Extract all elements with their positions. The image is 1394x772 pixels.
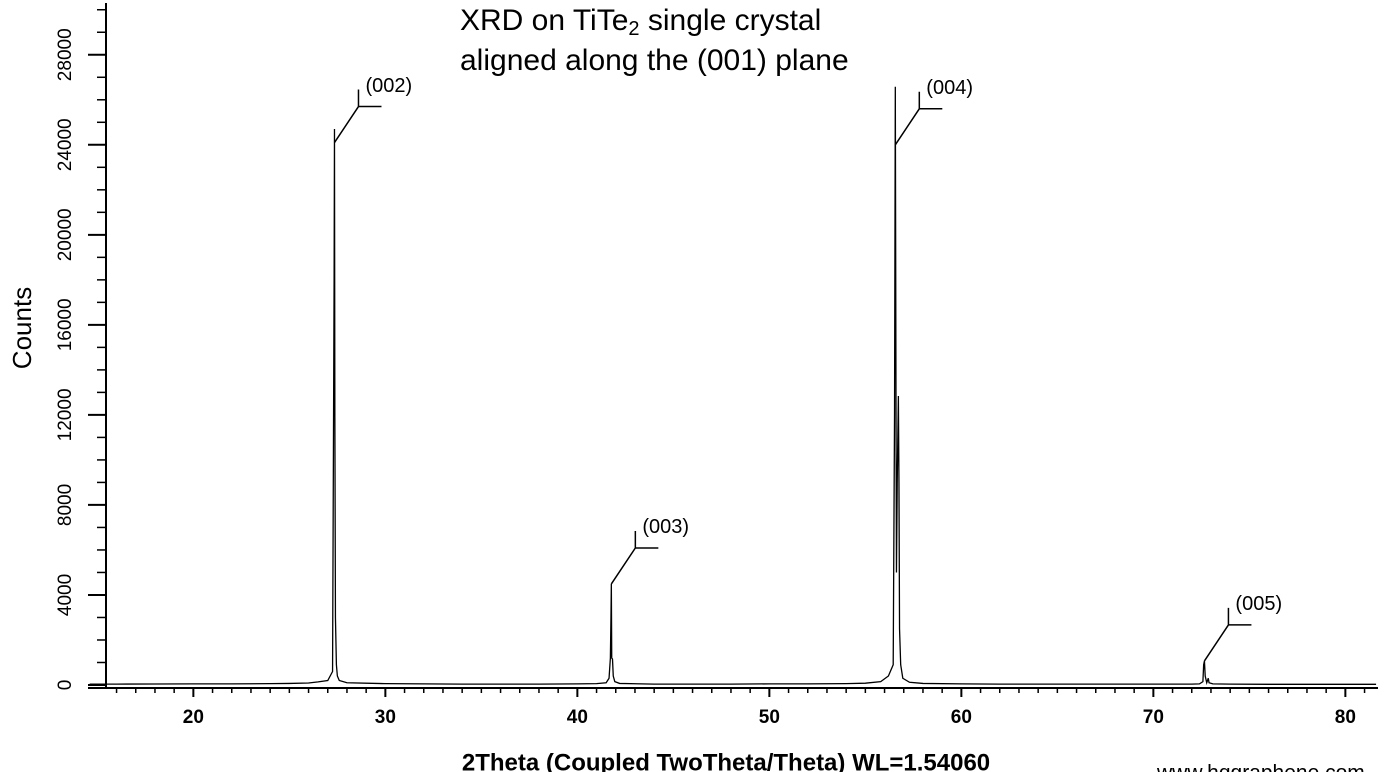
title-text: XRD on TiTe xyxy=(460,4,628,37)
y-tick-label: 4000 xyxy=(55,574,76,616)
y-tick-label: 20000 xyxy=(55,208,76,261)
annotation-leader xyxy=(333,89,382,143)
x-tick-label: 30 xyxy=(375,707,396,728)
annotation-leader xyxy=(610,530,659,585)
chart-title: XRD on TiTe2 single crystal xyxy=(460,4,821,40)
annotation-leader xyxy=(894,91,943,146)
y-tick-label: 16000 xyxy=(55,298,76,351)
chart-title: aligned along the (001) plane xyxy=(460,44,849,77)
y-axis-label: Counts xyxy=(7,287,37,369)
y-tick-label: 8000 xyxy=(55,484,76,526)
x-tick-label: 50 xyxy=(759,707,780,728)
title-subscript: 2 xyxy=(628,18,639,40)
x-tick-label: 80 xyxy=(1335,707,1356,728)
data-line xyxy=(89,86,1377,686)
y-tick-label: 0 xyxy=(55,680,76,691)
annotation-label: (003) xyxy=(642,516,689,538)
x-tick-label: 70 xyxy=(1143,707,1164,728)
title-text: single crystal xyxy=(640,4,822,37)
x-tick-label: 60 xyxy=(951,707,972,728)
y-tick-label: 24000 xyxy=(55,118,76,171)
x-tick-label: 40 xyxy=(567,707,588,728)
watermark: www.hqgraphene.com xyxy=(1156,762,1365,772)
annotation-label: (002) xyxy=(365,75,412,97)
annotation-label: (005) xyxy=(1235,593,1282,615)
x-tick-label: 20 xyxy=(183,707,204,728)
y-tick-label: 12000 xyxy=(55,388,76,441)
annotation-label: (004) xyxy=(926,77,973,99)
annotation-leader xyxy=(1203,607,1252,662)
y-tick-label: 28000 xyxy=(55,28,76,81)
x-axis-label: 2Theta (Coupled TwoTheta/Theta) WL=1.540… xyxy=(462,749,990,772)
